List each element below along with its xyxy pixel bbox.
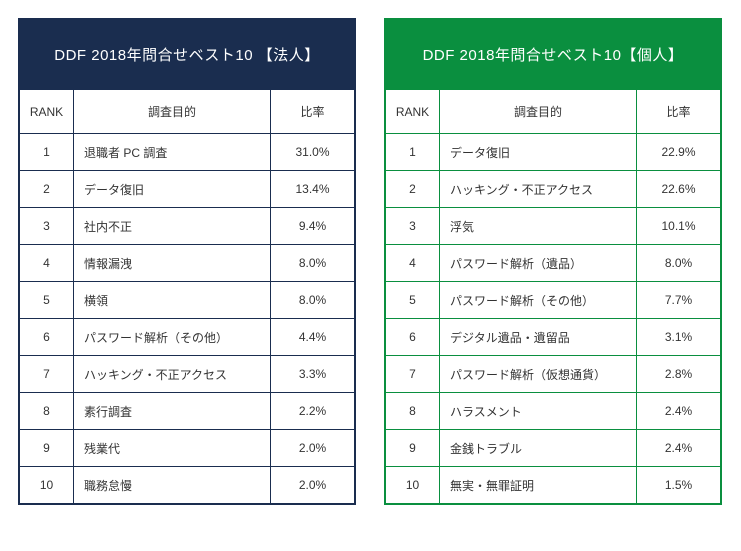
cell-purpose: デジタル遺品・遺留品: [440, 319, 637, 356]
table-row: 6パスワード解析（その他）4.4%: [20, 319, 355, 356]
table-row: 9残業代2.0%: [20, 430, 355, 467]
table-row: 2データ復旧13.4%: [20, 171, 355, 208]
cell-rank: 2: [20, 171, 74, 208]
cell-purpose: 横領: [74, 282, 271, 319]
cell-rank: 2: [386, 171, 440, 208]
tables-wrapper: DDF 2018年問合せベスト10 【法人】 RANK 調査目的 比率 1退職者…: [18, 18, 723, 505]
cell-ratio: 2.0%: [271, 467, 355, 504]
col-rank: RANK: [20, 90, 74, 134]
cell-rank: 9: [20, 430, 74, 467]
cell-purpose: ハッキング・不正アクセス: [74, 356, 271, 393]
cell-rank: 5: [386, 282, 440, 319]
cell-purpose: 職務怠慢: [74, 467, 271, 504]
corporate-title: DDF 2018年問合せベスト10 【法人】: [19, 19, 355, 89]
table-row: 7ハッキング・不正アクセス3.3%: [20, 356, 355, 393]
individual-title: DDF 2018年問合せベスト10【個人】: [385, 19, 721, 89]
cell-purpose: ハラスメント: [440, 393, 637, 430]
cell-purpose: 社内不正: [74, 208, 271, 245]
cell-purpose: 残業代: [74, 430, 271, 467]
cell-rank: 8: [386, 393, 440, 430]
table-row: 3社内不正9.4%: [20, 208, 355, 245]
table-row: 6デジタル遺品・遺留品3.1%: [386, 319, 721, 356]
cell-purpose: パスワード解析（その他）: [74, 319, 271, 356]
cell-ratio: 2.4%: [637, 393, 721, 430]
table-row: 3浮気10.1%: [386, 208, 721, 245]
cell-rank: 8: [20, 393, 74, 430]
cell-ratio: 2.4%: [637, 430, 721, 467]
cell-ratio: 2.2%: [271, 393, 355, 430]
table-row: 10職務怠慢2.0%: [20, 467, 355, 504]
table-header-row: RANK 調査目的 比率: [20, 90, 355, 134]
cell-purpose: パスワード解析（仮想通貨）: [440, 356, 637, 393]
cell-rank: 7: [20, 356, 74, 393]
cell-rank: 10: [386, 467, 440, 504]
table-row: 1退職者 PC 調査31.0%: [20, 134, 355, 171]
cell-rank: 7: [386, 356, 440, 393]
cell-ratio: 8.0%: [271, 282, 355, 319]
cell-purpose: 素行調査: [74, 393, 271, 430]
table-row: 2ハッキング・不正アクセス22.6%: [386, 171, 721, 208]
table-row: 8ハラスメント2.4%: [386, 393, 721, 430]
table-header-row: RANK 調査目的 比率: [386, 90, 721, 134]
cell-ratio: 3.3%: [271, 356, 355, 393]
table-row: 4パスワード解析（遺品）8.0%: [386, 245, 721, 282]
cell-purpose: 情報漏洩: [74, 245, 271, 282]
col-rank: RANK: [386, 90, 440, 134]
cell-ratio: 8.0%: [637, 245, 721, 282]
cell-purpose: データ復旧: [74, 171, 271, 208]
cell-rank: 6: [20, 319, 74, 356]
cell-rank: 10: [20, 467, 74, 504]
cell-ratio: 9.4%: [271, 208, 355, 245]
cell-purpose: ハッキング・不正アクセス: [440, 171, 637, 208]
individual-panel: DDF 2018年問合せベスト10【個人】 RANK 調査目的 比率 1データ復…: [384, 18, 722, 505]
cell-ratio: 2.0%: [271, 430, 355, 467]
cell-ratio: 2.8%: [637, 356, 721, 393]
corporate-panel: DDF 2018年問合せベスト10 【法人】 RANK 調査目的 比率 1退職者…: [18, 18, 356, 505]
col-ratio: 比率: [637, 90, 721, 134]
individual-table: RANK 調査目的 比率 1データ復旧22.9%2ハッキング・不正アクセス22.…: [385, 89, 721, 504]
cell-rank: 6: [386, 319, 440, 356]
col-purpose: 調査目的: [440, 90, 637, 134]
table-row: 4情報漏洩8.0%: [20, 245, 355, 282]
cell-rank: 1: [386, 134, 440, 171]
cell-rank: 1: [20, 134, 74, 171]
cell-ratio: 1.5%: [637, 467, 721, 504]
cell-rank: 3: [386, 208, 440, 245]
table-row: 7パスワード解析（仮想通貨）2.8%: [386, 356, 721, 393]
cell-rank: 3: [20, 208, 74, 245]
cell-purpose: 浮気: [440, 208, 637, 245]
cell-purpose: 無実・無罪証明: [440, 467, 637, 504]
cell-purpose: データ復旧: [440, 134, 637, 171]
cell-ratio: 22.6%: [637, 171, 721, 208]
cell-rank: 4: [20, 245, 74, 282]
cell-rank: 5: [20, 282, 74, 319]
table-row: 5パスワード解析（その他）7.7%: [386, 282, 721, 319]
cell-ratio: 7.7%: [637, 282, 721, 319]
cell-rank: 4: [386, 245, 440, 282]
table-row: 9金銭トラブル2.4%: [386, 430, 721, 467]
cell-ratio: 13.4%: [271, 171, 355, 208]
table-row: 10無実・無罪証明1.5%: [386, 467, 721, 504]
corporate-table: RANK 調査目的 比率 1退職者 PC 調査31.0%2データ復旧13.4%3…: [19, 89, 355, 504]
cell-ratio: 3.1%: [637, 319, 721, 356]
table-row: 8素行調査2.2%: [20, 393, 355, 430]
cell-purpose: パスワード解析（その他）: [440, 282, 637, 319]
col-purpose: 調査目的: [74, 90, 271, 134]
cell-purpose: 金銭トラブル: [440, 430, 637, 467]
cell-ratio: 8.0%: [271, 245, 355, 282]
cell-ratio: 31.0%: [271, 134, 355, 171]
table-row: 5横領8.0%: [20, 282, 355, 319]
cell-rank: 9: [386, 430, 440, 467]
col-ratio: 比率: [271, 90, 355, 134]
cell-purpose: 退職者 PC 調査: [74, 134, 271, 171]
table-row: 1データ復旧22.9%: [386, 134, 721, 171]
cell-ratio: 10.1%: [637, 208, 721, 245]
cell-purpose: パスワード解析（遺品）: [440, 245, 637, 282]
cell-ratio: 22.9%: [637, 134, 721, 171]
cell-ratio: 4.4%: [271, 319, 355, 356]
